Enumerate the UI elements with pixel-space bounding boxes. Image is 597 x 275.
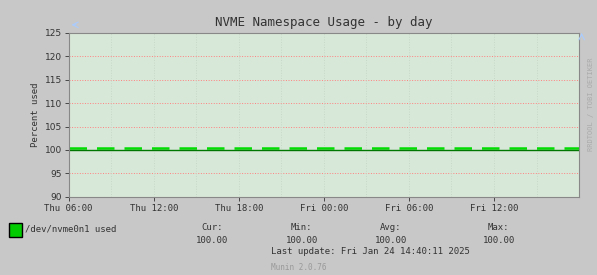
Text: /dev/nvme0n1 used: /dev/nvme0n1 used (25, 225, 116, 233)
Text: RRDTOOL / TOBI OETIKER: RRDTOOL / TOBI OETIKER (588, 58, 594, 151)
Text: Cur:: Cur: (201, 223, 223, 232)
Text: 100.00: 100.00 (285, 236, 318, 245)
Text: Munin 2.0.76: Munin 2.0.76 (271, 263, 326, 272)
Text: Last update: Fri Jan 24 14:40:11 2025: Last update: Fri Jan 24 14:40:11 2025 (270, 248, 470, 256)
Text: 100.00: 100.00 (196, 236, 228, 245)
Text: 100.00: 100.00 (482, 236, 515, 245)
Y-axis label: Percent used: Percent used (31, 82, 40, 147)
Text: 100.00: 100.00 (375, 236, 407, 245)
Text: Max:: Max: (488, 223, 509, 232)
Text: Avg:: Avg: (380, 223, 402, 232)
Text: Min:: Min: (291, 223, 312, 232)
Title: NVME Namespace Usage - by day: NVME Namespace Usage - by day (215, 16, 433, 29)
